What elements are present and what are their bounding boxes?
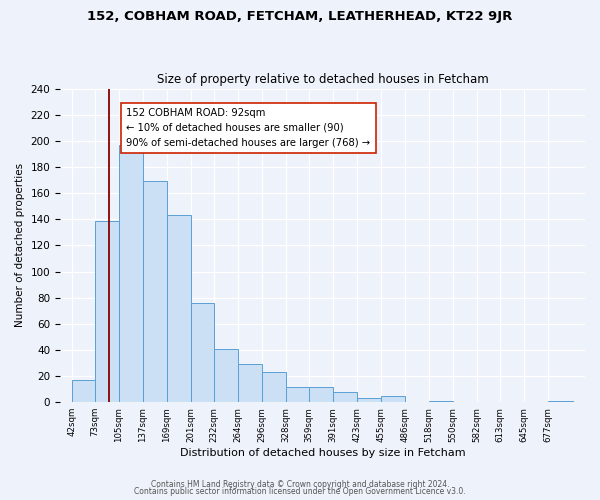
Bar (262, 372, 286, 402)
Bar (548, 401, 572, 402)
Bar (310, 386, 334, 402)
Bar (95, 220, 119, 402)
Bar (214, 348, 238, 402)
Text: Contains HM Land Registry data © Crown copyright and database right 2024.: Contains HM Land Registry data © Crown c… (151, 480, 449, 489)
Bar (71, 380, 95, 402)
Bar (382, 396, 404, 402)
Text: 152, COBHAM ROAD, FETCHAM, LEATHERHEAD, KT22 9JR: 152, COBHAM ROAD, FETCHAM, LEATHERHEAD, … (88, 10, 512, 23)
Text: 152 COBHAM ROAD: 92sqm
← 10% of detached houses are smaller (90)
90% of semi-det: 152 COBHAM ROAD: 92sqm ← 10% of detached… (127, 108, 371, 148)
Bar (358, 398, 382, 402)
Bar (286, 386, 310, 402)
Y-axis label: Number of detached properties: Number of detached properties (15, 164, 25, 328)
Bar (238, 364, 262, 402)
X-axis label: Distribution of detached houses by size in Fetcham: Distribution of detached houses by size … (180, 448, 466, 458)
Bar (191, 303, 214, 402)
Bar (428, 401, 452, 402)
Title: Size of property relative to detached houses in Fetcham: Size of property relative to detached ho… (157, 73, 488, 86)
Bar (143, 182, 167, 402)
Text: Contains public sector information licensed under the Open Government Licence v3: Contains public sector information licen… (134, 487, 466, 496)
Bar (119, 145, 143, 402)
Bar (334, 392, 358, 402)
Bar (167, 216, 191, 402)
